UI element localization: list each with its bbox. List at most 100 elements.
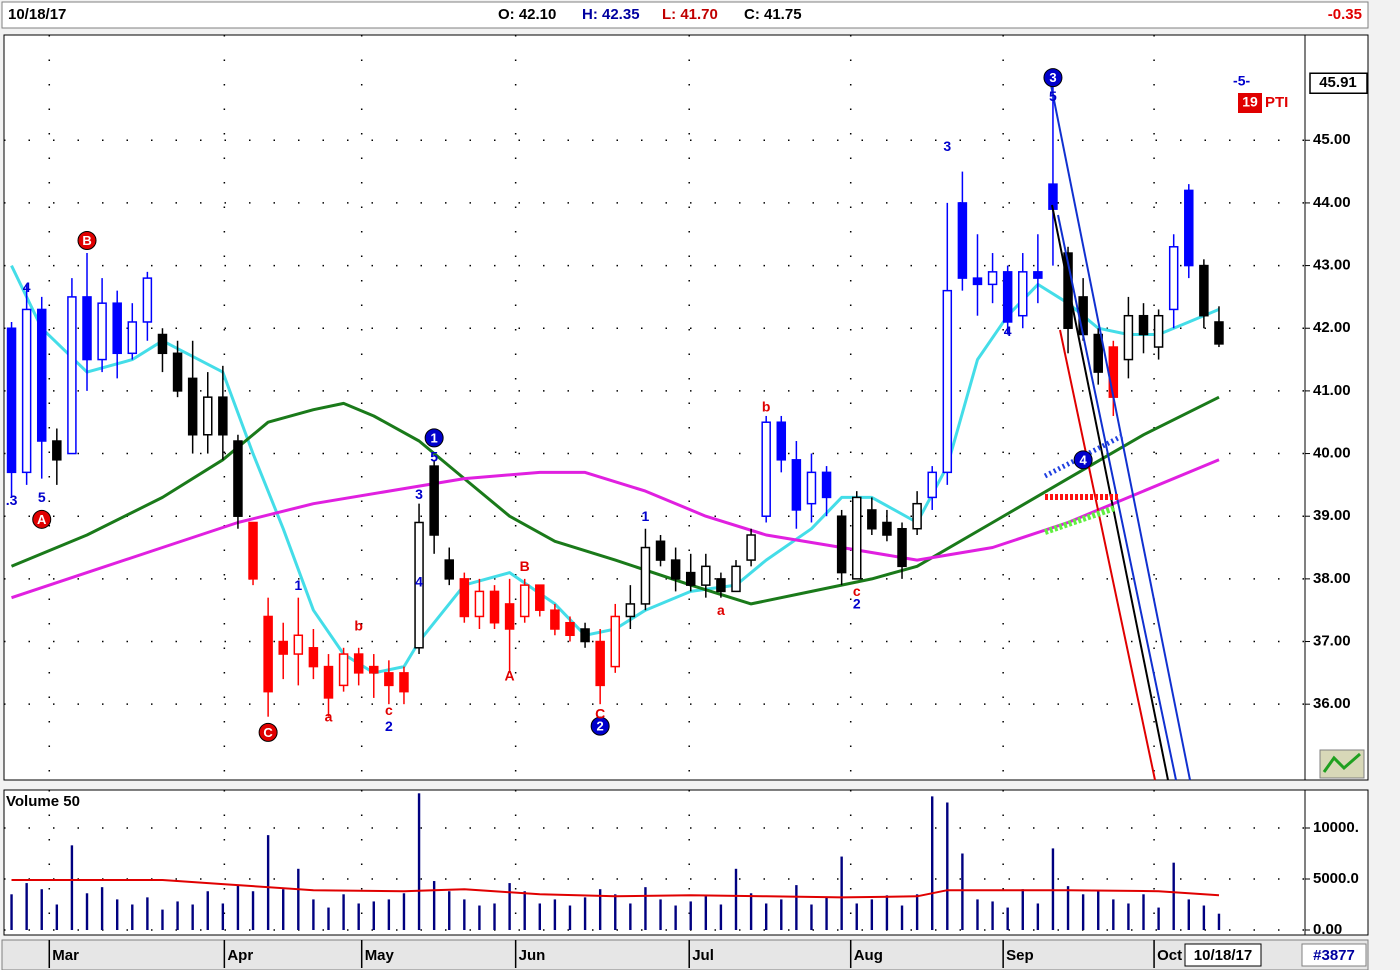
candle-body — [21, 308, 32, 474]
candle-body — [595, 640, 605, 687]
y-tick-label: 39.00 — [1313, 507, 1351, 524]
candle-body — [897, 527, 907, 568]
wave-label: 4 — [1080, 452, 1088, 467]
target-marker-line — [1044, 505, 1116, 535]
footer-id: #3877 — [1313, 947, 1355, 964]
volume-bar — [342, 894, 345, 931]
candle-body — [1184, 189, 1194, 267]
volume-bar — [266, 835, 270, 931]
candle-body — [821, 471, 832, 499]
header-date: 10/18/17 — [8, 6, 66, 23]
candle-body — [519, 584, 530, 618]
volume-bar — [780, 899, 783, 931]
wave-label: 5 — [38, 489, 46, 505]
pti-value: 19 — [1242, 94, 1258, 110]
y-tick-label: 41.00 — [1313, 382, 1351, 399]
wave-marker — [32, 509, 52, 529]
header-high: H: 42.35 — [582, 6, 640, 23]
volume-title: Volume 50 — [6, 793, 80, 810]
volume-bar — [100, 887, 104, 931]
candle-body — [248, 521, 258, 580]
wave-label: C — [595, 705, 605, 721]
wave-label: 2 — [385, 718, 393, 734]
wave-label: b — [762, 398, 771, 414]
volume-bar — [1127, 903, 1130, 931]
date-box — [1184, 943, 1262, 967]
candle-body — [580, 628, 590, 643]
candle-body — [97, 302, 107, 361]
trend-line — [1047, 69, 1191, 781]
header-close: C: 41.75 — [744, 6, 802, 23]
volume-bar — [432, 881, 436, 931]
candle-body — [474, 590, 485, 618]
candle-body — [293, 634, 304, 655]
volume-bar — [523, 891, 526, 931]
candle-body — [685, 571, 696, 586]
candle-body — [6, 327, 17, 474]
volume-bar — [402, 893, 406, 931]
y-tick-label: 40.00 — [1313, 445, 1351, 462]
candle-body — [1153, 314, 1164, 348]
candle-body — [670, 559, 681, 580]
header-open: O: 42.10 — [498, 6, 556, 23]
candle-body — [836, 515, 847, 574]
wave-label: 5 — [1049, 88, 1057, 104]
volume-bar — [870, 899, 874, 931]
volume-bar — [1051, 848, 1055, 931]
wave-label: -5- — [1233, 72, 1250, 88]
icon-line — [1322, 752, 1361, 773]
volume-bar — [976, 899, 979, 931]
wave-label: 1 — [431, 430, 438, 445]
candle-body — [806, 471, 817, 505]
volume-bar — [1066, 886, 1070, 931]
volume-bar — [553, 899, 557, 931]
volume-bar — [719, 904, 723, 931]
axis-layer: 36.0037.0038.0039.0040.0041.0042.0043.00… — [48, 72, 1368, 968]
volume-bar — [85, 893, 89, 931]
footer-date: 10/18/17 — [1194, 947, 1252, 964]
volume-bar — [40, 889, 43, 931]
candle-body — [942, 289, 953, 474]
volume-bar — [312, 899, 315, 931]
y-tick-label: 5000.0 — [1313, 870, 1359, 887]
candle-body — [776, 421, 787, 461]
volume-bar — [1036, 903, 1040, 931]
y-tick-label: 42.00 — [1313, 319, 1351, 336]
volume-bar — [764, 903, 768, 931]
candle-body — [912, 502, 922, 530]
candle-body — [399, 672, 409, 693]
y-tick-label: 0.00 — [1313, 921, 1342, 938]
volume-bar — [1172, 862, 1175, 931]
x-tick-label: May — [365, 947, 395, 964]
volume-bar — [1157, 907, 1160, 931]
candle-layer — [6, 83, 1224, 717]
y-tick-label: 45.00 — [1313, 131, 1351, 148]
volume-bar — [704, 896, 708, 931]
volume-bar — [568, 905, 572, 931]
candle-body — [459, 578, 470, 618]
candle-body — [142, 277, 153, 323]
volume-bar — [417, 793, 421, 931]
candle-body — [791, 459, 802, 511]
volume-bar — [1202, 905, 1206, 931]
volume-bar — [900, 905, 904, 931]
y-tick-label: 36.00 — [1313, 695, 1351, 712]
candle-body — [414, 521, 424, 649]
line-series — [11, 458, 1220, 600]
volume-bar — [1021, 889, 1024, 931]
candle-body — [172, 352, 183, 392]
volume-bar — [282, 889, 285, 931]
wave-marker — [590, 716, 610, 736]
volume-bar — [357, 903, 360, 931]
candle-body — [52, 440, 62, 461]
volume-axis-panel — [1304, 789, 1369, 936]
candle-body — [731, 565, 741, 593]
volume-bar — [115, 899, 119, 931]
candle-body — [1138, 314, 1149, 336]
volume-bar — [1187, 899, 1190, 931]
volume-layer — [10, 793, 1221, 931]
wave-label: 3 — [415, 486, 423, 502]
candle-body — [263, 615, 273, 693]
wave-label: B — [520, 558, 530, 574]
